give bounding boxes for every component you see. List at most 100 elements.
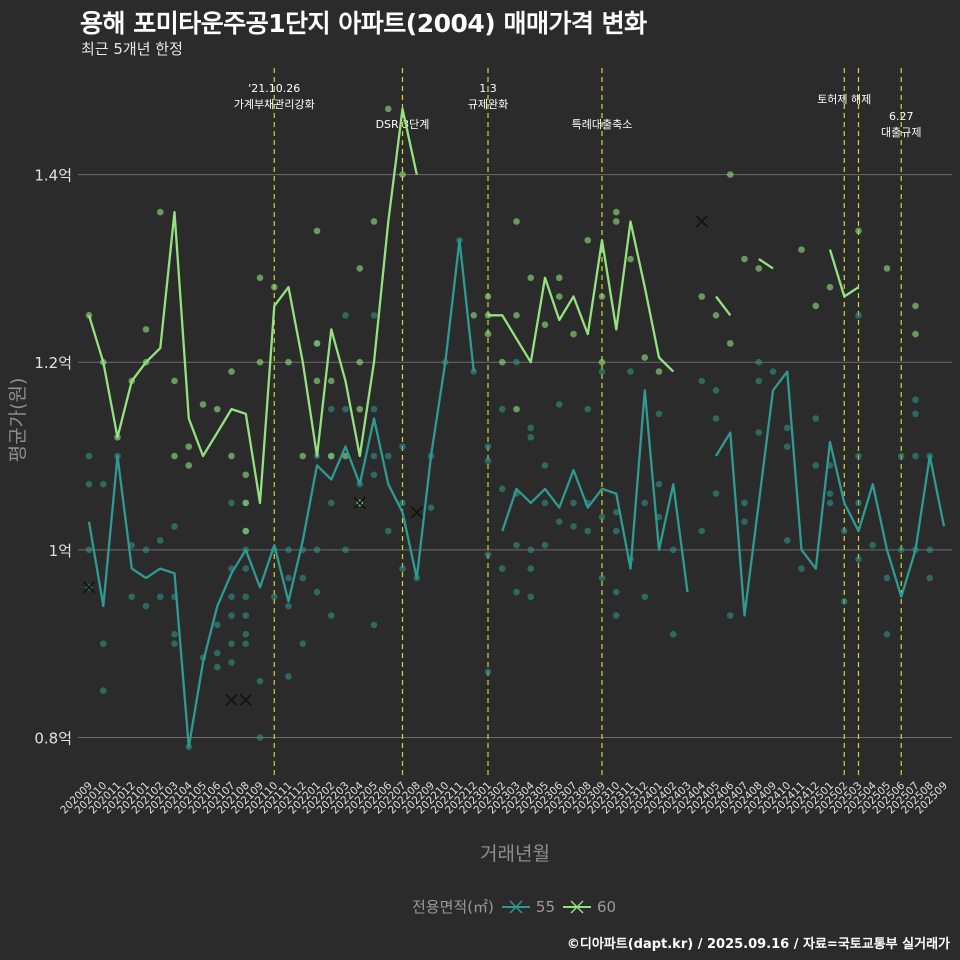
series-line-60 xyxy=(715,295,732,316)
point-60 xyxy=(570,330,577,338)
point-55 xyxy=(156,537,164,544)
point-55 xyxy=(498,485,506,493)
event-label: 대출규제 xyxy=(881,126,921,139)
y-tick-label: 1.4억 xyxy=(34,167,72,185)
legend-label-55: 55 xyxy=(535,897,555,916)
point-60 xyxy=(242,527,250,535)
legend: 전용면적(㎡) 55 60 xyxy=(412,896,616,917)
point-55 xyxy=(313,546,321,554)
series-line-60 xyxy=(828,249,860,298)
point-55 xyxy=(171,523,178,530)
point-55 xyxy=(669,546,677,554)
point-60 xyxy=(555,293,563,300)
point-55 xyxy=(228,593,235,601)
legend-swatch-55 xyxy=(501,899,530,914)
point-55 xyxy=(342,312,349,319)
point-55 xyxy=(712,415,720,422)
y-tick-label: 1.2억 xyxy=(34,354,72,372)
point-60 xyxy=(855,227,862,235)
point-55 xyxy=(285,602,292,610)
point-55 xyxy=(85,546,93,554)
point-55 xyxy=(755,429,763,436)
point-55 xyxy=(541,462,549,469)
point-55 xyxy=(171,640,178,647)
point-60 xyxy=(726,340,734,347)
point-60 xyxy=(555,274,563,282)
point-55 xyxy=(242,593,250,601)
point-55 xyxy=(313,588,321,596)
series-line-55 xyxy=(87,239,475,749)
point-55 xyxy=(783,443,791,450)
point-60 xyxy=(726,171,734,178)
point-55 xyxy=(327,612,335,619)
point-55 xyxy=(826,499,834,507)
point-55 xyxy=(897,452,905,460)
point-60 xyxy=(228,368,235,375)
point-55 xyxy=(741,518,748,525)
point-55 xyxy=(669,630,677,638)
point-55 xyxy=(769,368,777,375)
legend-item-55: 55 xyxy=(501,897,555,916)
point-55 xyxy=(370,621,378,629)
cross-marker-55 xyxy=(353,496,366,509)
point-55 xyxy=(726,612,734,619)
point-55 xyxy=(783,537,791,544)
point-60 xyxy=(513,312,520,319)
point-55 xyxy=(171,630,178,638)
point-60 xyxy=(256,358,264,366)
point-55 xyxy=(299,640,307,647)
point-55 xyxy=(85,452,93,460)
point-55 xyxy=(598,513,606,521)
point-60 xyxy=(342,452,349,460)
point-55 xyxy=(256,734,264,741)
point-60 xyxy=(912,330,919,338)
point-60 xyxy=(242,499,250,507)
point-55 xyxy=(527,546,535,554)
event-label: 특례대출축소 xyxy=(572,118,633,131)
series-line-60 xyxy=(758,258,774,270)
point-55 xyxy=(840,598,848,605)
point-60 xyxy=(299,452,307,460)
cross-marker-55 xyxy=(410,506,423,519)
point-55 xyxy=(384,452,392,460)
event-label: '21.10.26 xyxy=(248,82,300,95)
point-60 xyxy=(598,358,606,366)
cross-marker-55 xyxy=(82,581,96,594)
point-60 xyxy=(513,405,520,413)
point-55 xyxy=(698,377,706,385)
point-55 xyxy=(399,443,406,450)
point-55 xyxy=(242,612,250,619)
point-55 xyxy=(285,546,292,554)
point-55 xyxy=(527,424,535,432)
point-55 xyxy=(242,640,250,647)
point-55 xyxy=(513,588,520,596)
point-55 xyxy=(912,452,919,460)
point-55 xyxy=(370,405,378,413)
point-55 xyxy=(641,499,649,507)
point-60 xyxy=(513,218,520,225)
point-55 xyxy=(498,405,506,413)
point-55 xyxy=(527,593,535,601)
point-55 xyxy=(755,358,763,366)
point-60 xyxy=(598,293,606,300)
point-60 xyxy=(370,218,378,225)
point-60 xyxy=(484,293,492,300)
point-60 xyxy=(256,274,264,282)
point-55 xyxy=(840,527,848,535)
point-55 xyxy=(655,410,663,418)
point-60 xyxy=(641,354,649,361)
point-60 xyxy=(655,368,663,375)
point-55 xyxy=(855,312,862,319)
legend-label-60: 60 xyxy=(597,897,617,916)
cross-marker-55 xyxy=(239,693,252,707)
x-axis-title: 거래년월 xyxy=(480,843,550,865)
point-60 xyxy=(584,236,592,244)
point-55 xyxy=(427,504,435,511)
point-55 xyxy=(498,565,506,572)
event-label: DSR 3단계 xyxy=(376,118,430,131)
point-60 xyxy=(755,265,763,272)
point-55 xyxy=(484,551,492,558)
event-label: 6.27 xyxy=(889,110,914,123)
point-55 xyxy=(242,565,250,572)
series-line-55 xyxy=(501,389,689,593)
